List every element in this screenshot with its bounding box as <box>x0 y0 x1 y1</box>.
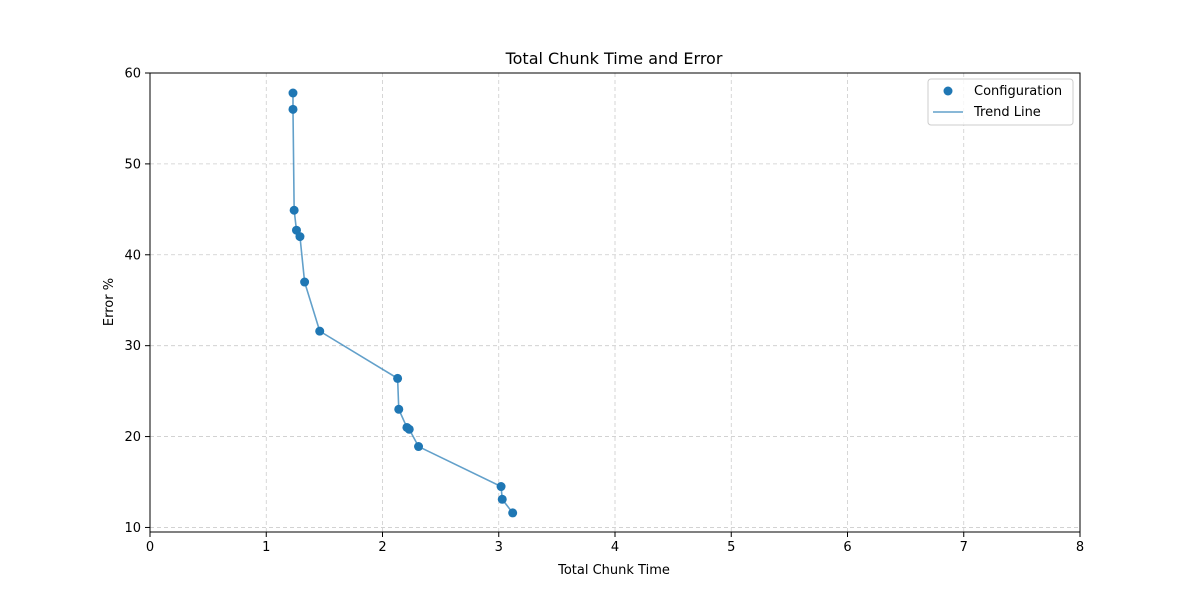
x-tick-label: 0 <box>146 540 154 555</box>
x-tick-label: 6 <box>843 540 851 555</box>
legend-label-configuration: Configuration <box>974 84 1062 99</box>
y-tick-label: 50 <box>124 157 141 172</box>
chart-title: Total Chunk Time and Error <box>505 49 723 68</box>
x-tick-label: 3 <box>495 540 503 555</box>
data-point <box>295 232 305 242</box>
legend-label-trend-line: Trend Line <box>973 105 1041 120</box>
data-point <box>496 482 506 492</box>
points-layer <box>288 88 518 518</box>
y-tick-label: 10 <box>124 521 141 536</box>
data-point <box>315 326 325 336</box>
x-tick-label: 7 <box>960 540 968 555</box>
legend-marker-configuration <box>943 86 953 96</box>
data-point <box>300 277 310 287</box>
data-point <box>404 424 414 434</box>
y-tick-label: 20 <box>124 430 141 445</box>
x-tick-label: 5 <box>727 540 735 555</box>
y-tick-label: 40 <box>124 248 141 263</box>
data-point <box>393 373 403 383</box>
data-point <box>414 442 424 452</box>
x-axis-ticks: 0 1 2 3 4 5 6 7 8 <box>146 532 1084 555</box>
y-tick-label: 60 <box>124 67 141 82</box>
data-point <box>394 404 404 414</box>
y-axis-label: Error % <box>102 278 117 326</box>
x-tick-label: 8 <box>1076 540 1084 555</box>
x-tick-label: 2 <box>378 540 386 555</box>
data-point <box>497 494 507 504</box>
x-tick-label: 4 <box>611 540 619 555</box>
legend: Configuration Trend Line <box>927 78 1074 126</box>
data-point <box>289 205 299 215</box>
x-axis-label: Total Chunk Time <box>557 563 670 578</box>
data-point <box>508 508 518 518</box>
x-tick-label: 1 <box>262 540 270 555</box>
y-tick-label: 30 <box>124 339 141 354</box>
legend-box <box>927 78 1074 126</box>
y-axis-ticks: 10 20 30 40 50 60 <box>124 67 150 536</box>
data-point <box>288 104 298 114</box>
data-point <box>288 88 298 98</box>
